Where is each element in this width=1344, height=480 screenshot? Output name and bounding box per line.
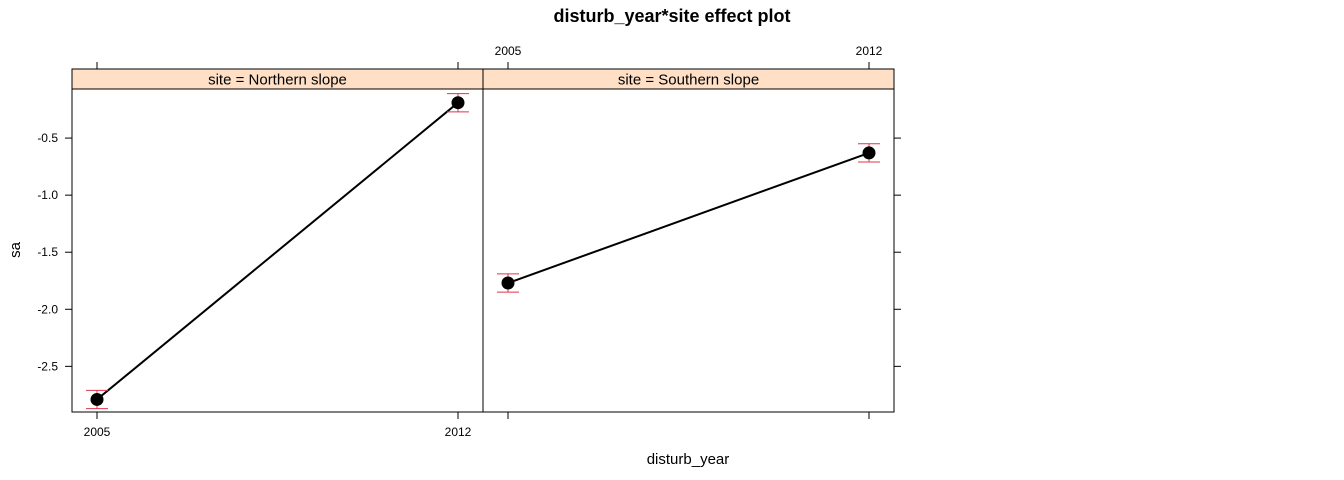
y-tick-label: -0.5	[37, 131, 58, 145]
panel-frame	[482, 88, 895, 413]
x-tick-label: 2012	[445, 425, 472, 439]
series-line	[507, 151, 870, 284]
strip-label: site = Northern slope	[208, 72, 347, 89]
data-point	[862, 146, 876, 160]
y-tick-label: -1.0	[37, 188, 58, 202]
y-tick-label: -2.5	[37, 359, 58, 373]
panel-2: site = Southern slope 2005 2012	[482, 44, 901, 419]
data-point	[90, 392, 104, 406]
data-point	[451, 96, 465, 110]
chart-title: disturb_year*site effect plot	[553, 6, 790, 26]
panel-1: site = Northern slope 2005 2012 -2.5 -2.0 -1.…	[37, 62, 484, 439]
x-axis-title: disturb_year	[647, 451, 730, 468]
x-tick-label: 2005	[495, 44, 522, 58]
panels-layer: site = Northern slope 2005 2012 -2.5 -2.0 -1.…	[37, 44, 901, 439]
series-line	[96, 101, 459, 401]
x-tick-label: 2012	[856, 44, 883, 58]
y-axis-title: sa	[7, 241, 24, 258]
data-point	[501, 276, 515, 290]
x-tick-label: 2005	[84, 425, 111, 439]
strip-label: site = Southern slope	[618, 72, 759, 89]
y-tick-label: -2.0	[37, 302, 58, 316]
y-tick-label: -1.5	[37, 245, 58, 259]
